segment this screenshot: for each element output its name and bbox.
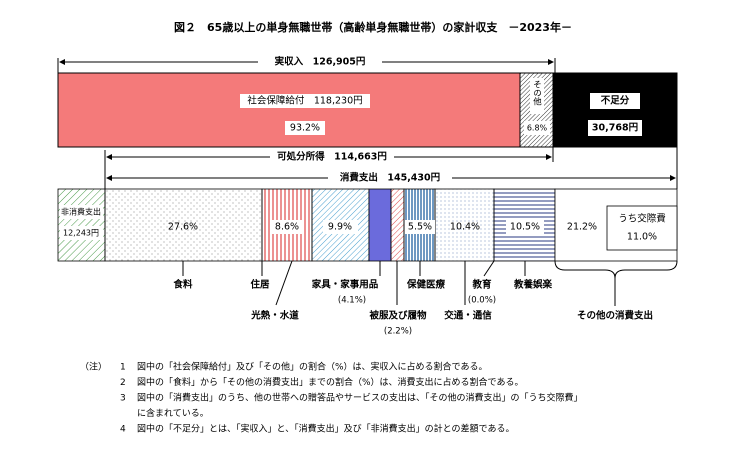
food-label: 食料 (172, 279, 193, 291)
note-text: 図中の「消費支出」のうち、他の世帯への贈答品やサービスの支出は、「その他の消費支… (137, 392, 583, 404)
social-expense-share: 11.0% (627, 232, 657, 243)
other-income-share: 6.8% (527, 124, 548, 133)
social-security-label: 社会保障給付 118,230円 (247, 95, 362, 107)
clothing-bar (390, 188, 405, 262)
food-bar (104, 188, 263, 262)
food-share: 27.6% (168, 222, 198, 233)
social-security-share: 93.2% (290, 123, 320, 134)
social-security-bar (57, 72, 521, 148)
label-bg (405, 220, 435, 234)
disposable-income-label: 可処分所得 114,663円 (277, 151, 387, 163)
label-bg (60, 205, 103, 219)
title: 図２ 65歳以上の単身無職世帯（高齢単身無職世帯）の家計収支 －2023年－ (174, 20, 572, 34)
other-income-label: その他 (532, 80, 542, 106)
income-label: 実収入 126,905円 (275, 56, 366, 68)
social-expense-box (606, 205, 678, 251)
note-number: 1 (120, 363, 126, 373)
housing-label: 住居 (250, 279, 270, 291)
recreation-share: 10.5% (510, 222, 540, 233)
non-consumption-bar (57, 188, 106, 262)
label-bg (524, 121, 550, 135)
furniture-label: 家具・家事用品 (312, 279, 379, 291)
label-bg (240, 94, 370, 108)
other-consumption-label: その他の消費支出 (577, 310, 653, 322)
clothing-share: (2.2%) (384, 327, 412, 337)
note-number: 4 (120, 425, 126, 435)
label-bg (530, 78, 544, 114)
other-consumption-share: 21.2% (567, 222, 597, 233)
transport-bar (434, 188, 495, 262)
education-share: (0.0%) (468, 296, 496, 306)
note-text: 図中の「不足分」とは、「実収入」と、「消費支出」及び「非消費支出」の計との差額で… (137, 423, 514, 435)
note-number: 3 (120, 394, 126, 404)
note-text: 図中の「社会保障給付」及び「その他」の割合（%）は、実収入に占める割合である。 (137, 361, 487, 373)
label-bg (328, 171, 452, 185)
label-bg (323, 220, 358, 234)
label-bg (60, 226, 103, 240)
non-consumption-amount: 12,243円 (63, 229, 99, 238)
social-expense-label: うち交際費 (618, 213, 666, 225)
notes: 1 図中の「社会保障給付」及び「その他」の割合（%）は、実収入に占める割合である。… (120, 361, 583, 435)
utilities-label: 光熱・水道 (250, 310, 299, 322)
clothing-label: 被服及び履物 (369, 310, 427, 322)
medical-label: 保健医療 (406, 279, 446, 291)
note-text: 図中の「食料」から「その他の消費支出」までの割合（%）は、消費支出に占める割合で… (137, 376, 523, 388)
education-label: 教育 (471, 279, 492, 291)
label-bg (285, 121, 325, 135)
furniture-share: (4.1%) (338, 296, 366, 306)
note-number: 2 (120, 378, 126, 388)
medical-share: 5.5% (408, 222, 432, 233)
housing-share: 8.6% (275, 222, 299, 233)
consumption-label: 消費支出 145,430円 (340, 172, 440, 184)
label-bg (270, 220, 304, 234)
utilities-share: 9.9% (328, 222, 352, 233)
label-bg (270, 150, 394, 164)
furniture-bar (368, 188, 392, 262)
transport-share: 10.4% (450, 222, 480, 233)
label-bg (506, 220, 544, 234)
notes-marker: （注） (80, 361, 107, 373)
label-bg (590, 93, 640, 109)
label-bg (588, 120, 642, 136)
shortfall-label: 不足分 (601, 95, 630, 107)
note-text: に含まれている。 (137, 407, 209, 419)
shortfall-amount: 30,768円 (592, 123, 638, 134)
non-consumption-label: 非消費支出 (61, 207, 101, 217)
recreation-label: 教養娯楽 (513, 279, 553, 291)
transport-label: 交通・通信 (444, 310, 492, 322)
label-bg (258, 55, 382, 69)
